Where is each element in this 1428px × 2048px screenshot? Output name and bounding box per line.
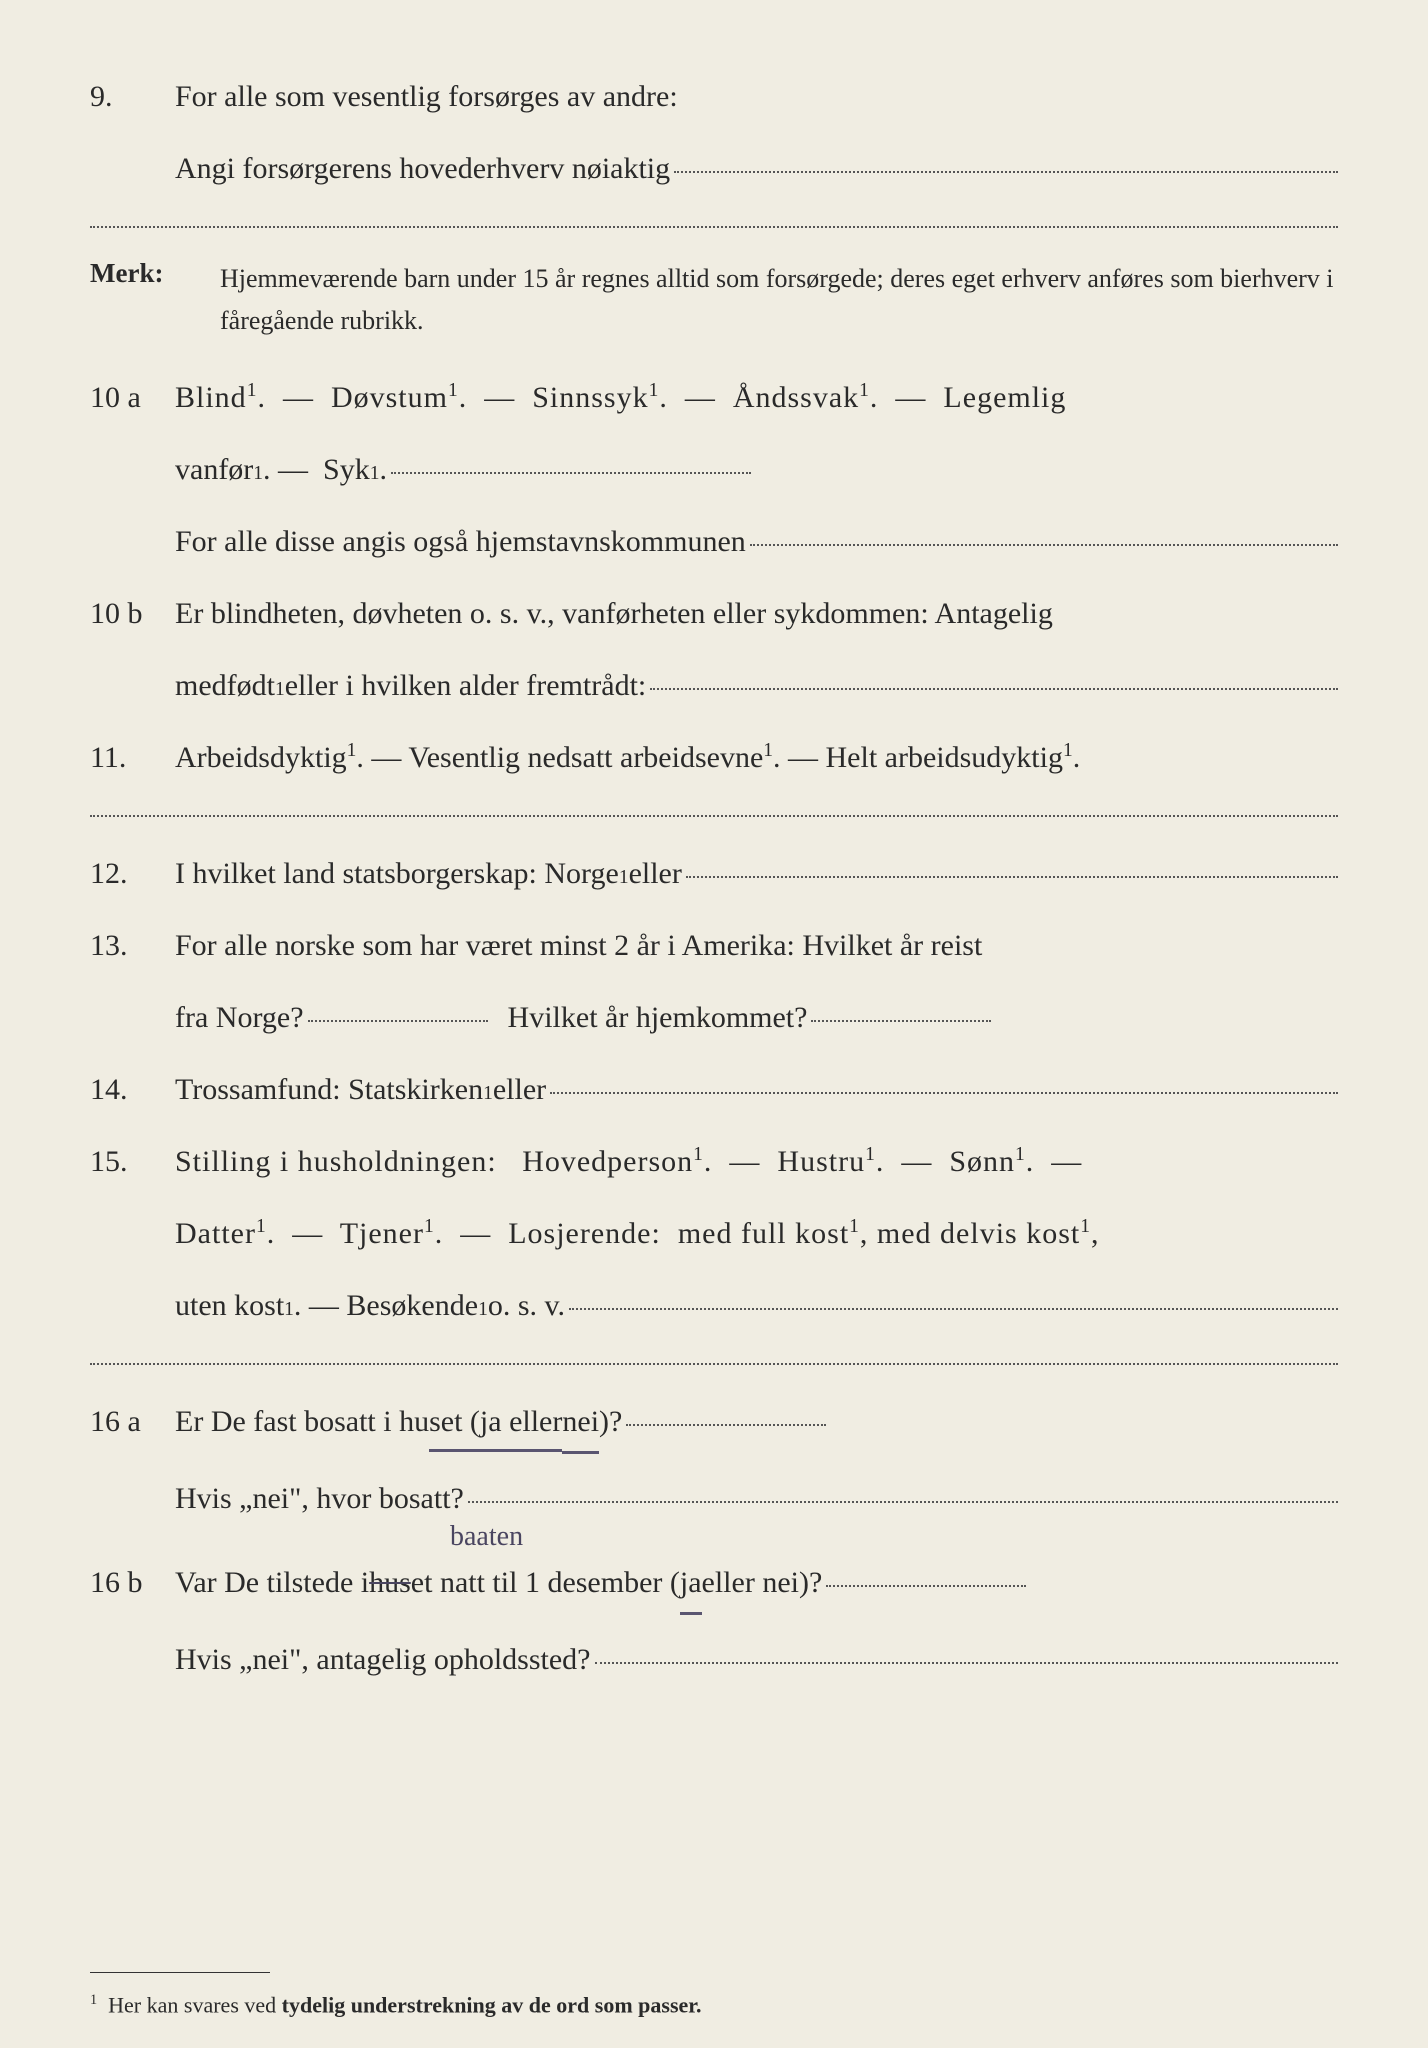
fill-line[interactable] [626, 1396, 826, 1426]
q16a-line2: Hvis „nei", hvor bosatt? baaten [90, 1472, 1338, 1526]
question-10b: 10 b Er blindheten, døvheten o. s. v., v… [90, 587, 1338, 641]
question-12: 12. I hvilket land statsborgerskap: Norg… [90, 847, 1338, 901]
question-10a: 10 a Blind1. — Døvstum1. — Sinnssyk1. — … [90, 371, 1338, 425]
q15-number: 15. [90, 1135, 175, 1189]
footnote-rule [90, 1972, 270, 1973]
q14-number: 14. [90, 1063, 175, 1117]
q10b-line2: medfødt1 eller i hvilken alder fremtrådt… [90, 659, 1338, 713]
fill-line[interactable] [750, 516, 1338, 546]
merk-label: Merk: [90, 258, 220, 289]
q16b-number: 16 b [90, 1556, 175, 1610]
question-16a: 16 a Er De fast bosatt i huset (ja eller… [90, 1395, 1338, 1454]
question-15: 15. Stilling i husholdningen: Hovedperso… [90, 1135, 1338, 1189]
q13-line2: fra Norge? Hvilket år hjemkommet? [90, 991, 1338, 1045]
fill-line[interactable] [308, 992, 488, 1022]
q13-line1: For alle norske som har været minst 2 år… [175, 919, 1338, 973]
q11-number: 11. [90, 731, 175, 785]
fill-line[interactable] [686, 848, 1338, 878]
q10b-number: 10 b [90, 587, 175, 641]
handwritten-annotation: baaten [450, 1512, 523, 1562]
fill-line[interactable] [595, 1634, 1339, 1664]
q10a-number: 10 a [90, 371, 175, 425]
fill-line[interactable] [468, 1473, 1338, 1503]
q10b-line1: Er blindheten, døvheten o. s. v., vanfør… [175, 587, 1338, 641]
fill-line[interactable] [826, 1557, 1026, 1587]
q10a-line3: For alle disse angis også hjemstavnskomm… [90, 515, 1338, 569]
question-16b: 16 b Var De tilstede i huset natt til 1 … [90, 1556, 1338, 1615]
q16a-number: 16 a [90, 1395, 175, 1449]
q10a-line2: vanfør1. — Syk1. [90, 443, 1338, 497]
fill-line[interactable] [674, 143, 1338, 173]
fill-line[interactable] [650, 660, 1338, 690]
divider [90, 815, 1338, 817]
census-form-page: 9. For alle som vesentlig forsørges av a… [90, 70, 1338, 1998]
divider [90, 1363, 1338, 1365]
question-13: 13. For alle norske som har været minst … [90, 919, 1338, 973]
q15-line3: uten kost1. — Besøkende1 o. s. v. [90, 1279, 1338, 1333]
q11-options: Arbeidsdyktig1. — Vesentlig nedsatt arbe… [175, 731, 1338, 785]
underlined-ja[interactable]: ja [680, 1556, 702, 1615]
q9-line2: Angi forsørgerens hovederhverv nøiaktig [175, 142, 670, 196]
underlined-nei[interactable]: nei [562, 1395, 599, 1454]
question-11: 11. Arbeidsdyktig1. — Vesentlig nedsatt … [90, 731, 1338, 785]
question-14: 14. Trossamfund: Statskirken1 eller [90, 1063, 1338, 1117]
fill-line[interactable] [391, 444, 751, 474]
fill-line[interactable] [811, 992, 991, 1022]
q13-number: 13. [90, 919, 175, 973]
question-9: 9. For alle som vesentlig forsørges av a… [90, 70, 1338, 124]
q9-line2-row: Angi forsørgerens hovederhverv nøiaktig [90, 142, 1338, 196]
merk-text: Hjemmeværende barn under 15 år regnes al… [220, 258, 1338, 341]
struck-text: hus [369, 1556, 411, 1610]
q15-line2: Datter1. — Tjener1. — Losjerende: med fu… [90, 1207, 1338, 1261]
fill-line[interactable] [550, 1064, 1338, 1094]
divider [90, 226, 1338, 228]
footnote: 1 Her kan svares ved tydelig understrekn… [90, 1992, 702, 2018]
q9-number: 9. [90, 70, 175, 124]
fill-line[interactable] [569, 1280, 1338, 1310]
q9-line1: For alle som vesentlig forsørges av andr… [175, 70, 1338, 124]
q12-number: 12. [90, 847, 175, 901]
q15-line1: Stilling i husholdningen: Hovedperson1. … [175, 1135, 1338, 1189]
q16b-line2: Hvis „nei", antagelig opholdssted? [90, 1633, 1338, 1687]
q10a-options: Blind1. — Døvstum1. — Sinnssyk1. — Åndss… [175, 371, 1338, 425]
note-merk: Merk: Hjemmeværende barn under 15 år reg… [90, 258, 1338, 341]
